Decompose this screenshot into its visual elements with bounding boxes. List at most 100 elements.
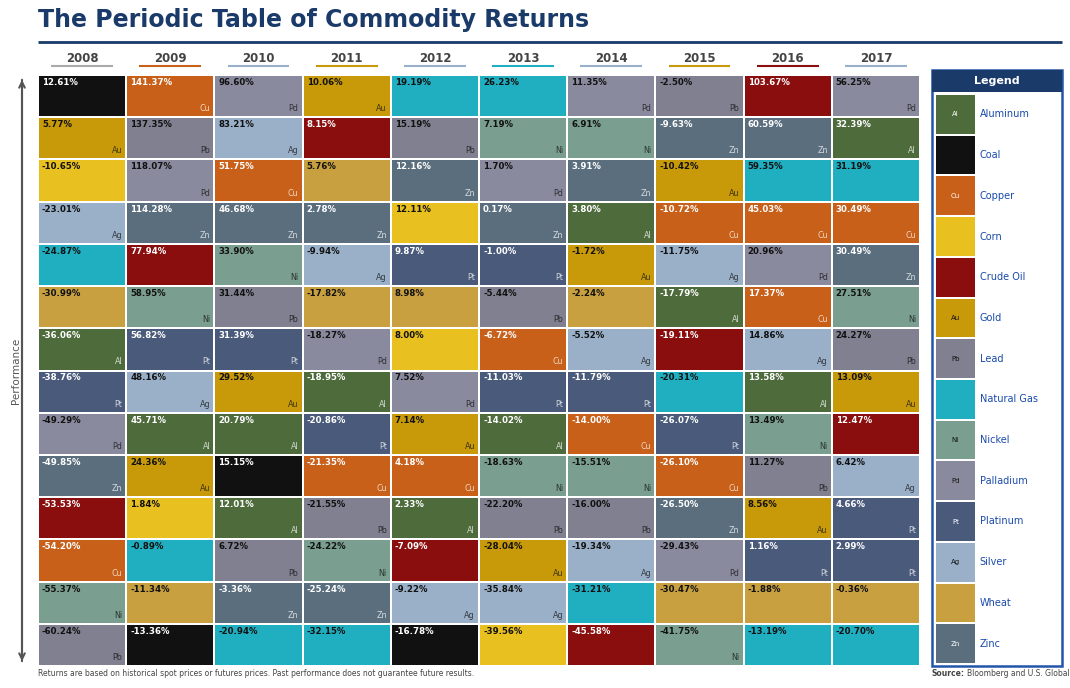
Bar — [392, 540, 478, 581]
Bar — [392, 76, 478, 116]
Bar — [936, 339, 975, 378]
Bar — [568, 76, 655, 116]
Text: Au: Au — [729, 189, 739, 197]
Text: Zn: Zn — [377, 231, 386, 240]
Bar — [936, 299, 975, 337]
Bar — [656, 498, 743, 538]
Bar — [745, 540, 830, 581]
Text: 83.21%: 83.21% — [218, 120, 255, 129]
Text: Zn: Zn — [288, 611, 299, 620]
Text: -1.88%: -1.88% — [748, 585, 781, 594]
Text: Al: Al — [952, 111, 959, 118]
Text: Pd: Pd — [377, 358, 386, 367]
Text: Ni: Ni — [820, 442, 828, 451]
Bar — [127, 456, 213, 496]
Text: Ag: Ag — [905, 484, 916, 493]
Bar — [39, 330, 125, 369]
Text: -10.65%: -10.65% — [42, 162, 81, 171]
Bar — [480, 203, 566, 243]
Text: Pd: Pd — [730, 568, 739, 577]
Bar — [215, 160, 302, 201]
Text: 2011: 2011 — [331, 52, 363, 65]
Text: Ni: Ni — [732, 653, 739, 662]
Text: Au: Au — [951, 315, 960, 321]
Text: -21.55%: -21.55% — [307, 500, 346, 509]
Text: 32.39%: 32.39% — [836, 120, 872, 129]
Text: -41.75%: -41.75% — [659, 627, 699, 636]
Bar — [832, 413, 919, 454]
Text: 2014: 2014 — [595, 52, 628, 65]
Text: Legend: Legend — [974, 76, 1020, 86]
Text: -18.27%: -18.27% — [307, 332, 347, 341]
Bar — [480, 498, 566, 538]
Text: -0.89%: -0.89% — [131, 542, 164, 551]
Text: Al: Al — [202, 442, 211, 451]
Text: -7.09%: -7.09% — [395, 542, 428, 551]
Text: 56.25%: 56.25% — [836, 78, 871, 87]
Bar — [656, 413, 743, 454]
Text: Pb: Pb — [906, 358, 916, 367]
Bar — [392, 625, 478, 665]
Text: -53.53%: -53.53% — [42, 500, 81, 509]
Text: 59.35%: 59.35% — [748, 162, 783, 171]
Bar — [568, 287, 655, 327]
Text: 77.94%: 77.94% — [131, 247, 167, 256]
Bar — [304, 540, 389, 581]
Bar — [480, 456, 566, 496]
Text: Zn: Zn — [111, 484, 122, 493]
Text: -20.31%: -20.31% — [659, 374, 699, 383]
Text: -2.24%: -2.24% — [571, 289, 605, 298]
Text: 11.27%: 11.27% — [748, 458, 783, 467]
Bar — [215, 456, 302, 496]
Bar — [480, 245, 566, 285]
Text: Palladium: Palladium — [980, 476, 1027, 486]
Text: Pb: Pb — [465, 147, 475, 155]
Bar — [832, 540, 919, 581]
Text: -26.07%: -26.07% — [659, 416, 699, 424]
Bar — [39, 372, 125, 411]
Text: -3.36%: -3.36% — [218, 585, 251, 594]
Text: Pd: Pd — [817, 273, 828, 282]
Bar — [304, 245, 389, 285]
Text: 2008: 2008 — [65, 52, 98, 65]
Text: 46.68%: 46.68% — [218, 204, 255, 214]
Text: Ni: Ni — [114, 611, 122, 620]
Bar — [480, 76, 566, 116]
Bar — [215, 287, 302, 327]
Text: 24.36%: 24.36% — [131, 458, 166, 467]
Text: -18.63%: -18.63% — [483, 458, 522, 467]
Bar — [127, 583, 213, 623]
Bar — [568, 330, 655, 369]
Text: 27.51%: 27.51% — [836, 289, 872, 298]
Bar — [304, 583, 389, 623]
Text: -11.75%: -11.75% — [659, 247, 699, 256]
Bar — [936, 258, 975, 297]
Text: Cu: Cu — [905, 231, 916, 240]
Text: -49.29%: -49.29% — [42, 416, 81, 424]
Text: Ni: Ni — [379, 568, 386, 577]
Text: -1.72%: -1.72% — [571, 247, 605, 256]
Bar — [832, 245, 919, 285]
Bar — [304, 203, 389, 243]
Text: 2.33%: 2.33% — [395, 500, 425, 509]
Text: Zn: Zn — [377, 611, 386, 620]
Bar — [832, 118, 919, 158]
Text: 20.79%: 20.79% — [218, 416, 255, 424]
Text: Cu: Cu — [817, 315, 828, 324]
Bar — [39, 118, 125, 158]
Bar — [568, 456, 655, 496]
Text: 2017: 2017 — [859, 52, 892, 65]
Text: Ag: Ag — [552, 611, 563, 620]
Text: 9.87%: 9.87% — [395, 247, 425, 256]
Text: Pd: Pd — [200, 189, 211, 197]
Text: 60.59%: 60.59% — [748, 120, 783, 129]
Bar — [215, 245, 302, 285]
Bar — [127, 372, 213, 411]
Bar — [127, 625, 213, 665]
Bar — [936, 583, 975, 622]
Bar — [936, 502, 975, 541]
Text: 2016: 2016 — [771, 52, 804, 65]
Bar — [656, 160, 743, 201]
Text: Pd: Pd — [642, 104, 652, 114]
Bar — [304, 625, 389, 665]
